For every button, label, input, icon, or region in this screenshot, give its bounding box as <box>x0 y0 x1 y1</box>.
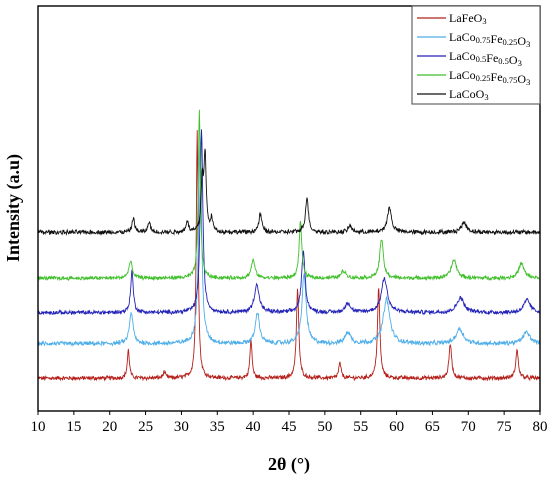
legend: LaFeO3LaCo0.75Fe0.25O3LaCo0.5Fe0.5O3LaCo… <box>411 5 541 105</box>
legend-label-1: LaFeO3 <box>449 11 487 26</box>
series-line-1 <box>37 130 541 382</box>
series-layer <box>37 109 541 382</box>
x-tick-label: 15 <box>66 419 81 435</box>
legend-label-2: LaCo0.75Fe0.25O3 <box>449 30 530 49</box>
legend-box <box>411 5 541 105</box>
legend-label-3: LaCo0.5Fe0.5O3 <box>449 49 522 68</box>
x-tick-label: 10 <box>31 419 46 435</box>
series-line-5 <box>37 148 541 237</box>
x-tick-label: 25 <box>138 419 153 435</box>
series-line-2 <box>37 141 541 348</box>
x-tick-label: 35 <box>210 419 225 435</box>
x-tick-label: 55 <box>353 419 368 435</box>
x-tick-label: 65 <box>425 419 440 435</box>
x-tick-label: 45 <box>282 419 297 435</box>
x-axis-ticks: 10 15 20 25 30 35 40 45 50 55 60 65 70 75 80 <box>31 411 548 435</box>
x-tick-label: 70 <box>461 419 476 435</box>
series-line-3 <box>37 129 541 316</box>
x-axis-title: 2θ (°) <box>268 454 310 475</box>
legend-label-4: LaCo0.25Fe0.75O3 <box>449 68 530 87</box>
x-tick-label: 75 <box>497 419 512 435</box>
series-line-4 <box>37 109 540 282</box>
x-tick-label: 80 <box>533 419 548 435</box>
x-tick-label: 50 <box>317 419 332 435</box>
x-tick-label: 30 <box>174 419 189 435</box>
legend-label-5: LaCoO3 <box>449 87 489 102</box>
x-tick-label: 20 <box>102 419 117 435</box>
x-tick-label: 40 <box>246 419 261 435</box>
y-axis-title: Intensity (a.u) <box>3 154 24 262</box>
x-tick-label: 60 <box>389 419 404 435</box>
